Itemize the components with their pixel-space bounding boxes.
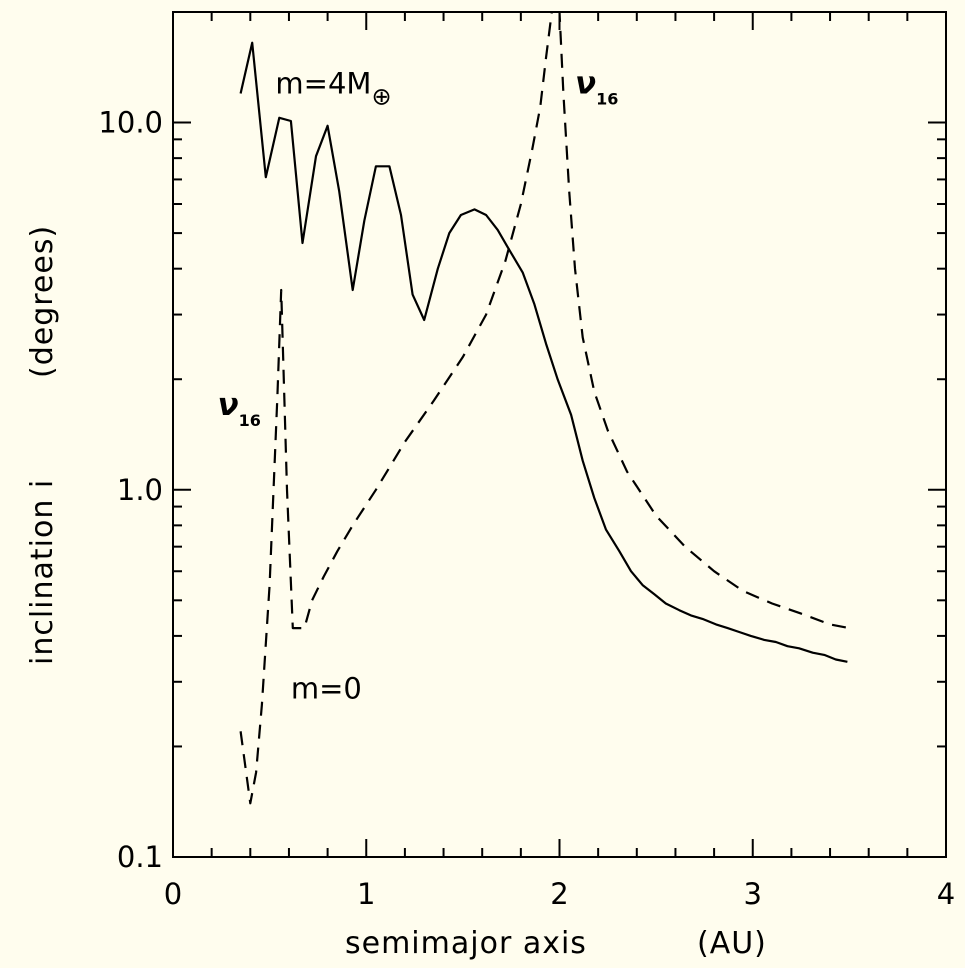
x-axis-unit: (AU) — [697, 926, 767, 961]
y-tick-label: 0.1 — [117, 840, 163, 874]
y-tick-label: 1.0 — [117, 473, 163, 507]
x-tick-label: 4 — [937, 877, 955, 911]
x-tick-label: 0 — [164, 877, 182, 911]
x-axis-label: semimajor axis — [345, 926, 587, 961]
annotation-m0: m=0 — [291, 672, 362, 706]
annotation-earth-subscript: ⊕ — [371, 82, 391, 110]
annotation-nu-symbol: ν — [575, 65, 596, 101]
x-tick-label: 2 — [550, 877, 568, 911]
annotation-nu-subscript: 16 — [596, 89, 618, 108]
y-tick-label: 10.0 — [98, 106, 163, 140]
y-axis-unit: (degrees) — [25, 225, 60, 378]
x-tick-label: 3 — [744, 877, 762, 911]
series-line-dashed — [239, 12, 850, 805]
annotation-text: m=4M — [275, 66, 371, 100]
x-tick-label: 1 — [357, 877, 375, 911]
annotation-nu_right: ν16 — [575, 65, 618, 108]
series-line-solid — [239, 41, 848, 663]
y-axis-label: inclination i — [25, 479, 60, 665]
annotation-text: m=0 — [291, 672, 362, 706]
plot-area: 0 1 2 3 4 0.1 1.0 10.0 semimajor axis (AU) inclina… — [25, 11, 955, 961]
annotation-nu-subscript: 16 — [239, 411, 261, 430]
annotation-m4: m=4M⊕ — [275, 66, 391, 110]
annotation-nu-symbol: ν — [217, 387, 238, 423]
annotation-nu_left: ν16 — [217, 387, 260, 430]
